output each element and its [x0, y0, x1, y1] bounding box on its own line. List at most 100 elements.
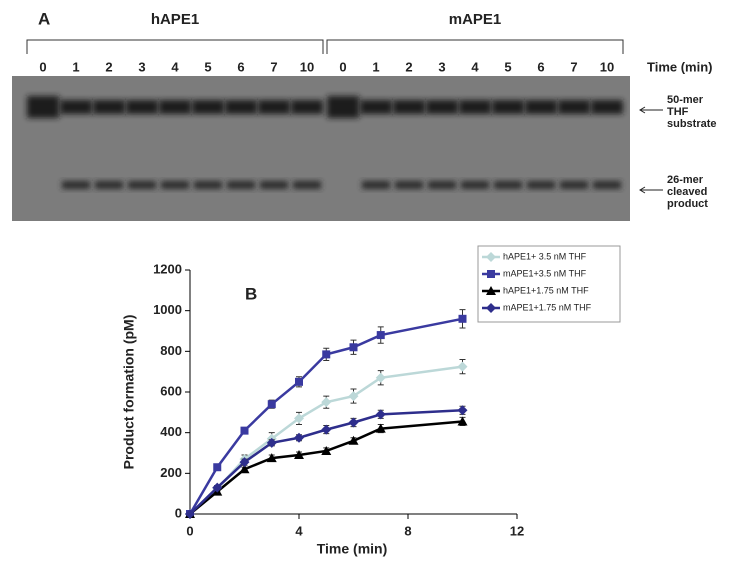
data-point [240, 426, 249, 435]
legend-marker [487, 270, 495, 278]
data-point [266, 453, 277, 463]
x-axis-label: Time (min) [317, 541, 388, 557]
substrate-band [258, 100, 290, 114]
product-band [260, 181, 288, 189]
y-tick-label: 800 [160, 343, 182, 358]
product-band [428, 181, 456, 189]
data-point [322, 350, 331, 359]
data-point [348, 391, 359, 402]
lane-label: 6 [537, 59, 544, 74]
lane-label: 4 [171, 59, 179, 74]
lane-label: 7 [270, 59, 277, 74]
data-point [321, 424, 332, 435]
substrate-band [492, 100, 524, 114]
data-point [213, 463, 222, 472]
data-point [375, 409, 386, 420]
product-band [62, 181, 90, 189]
substrate-band [525, 100, 557, 114]
substrate-band [360, 100, 392, 114]
bracket [326, 39, 624, 54]
substrate-band [225, 100, 257, 114]
x-tick-label: 4 [295, 523, 303, 538]
product-band [395, 181, 423, 189]
lane-label: 2 [405, 59, 412, 74]
substrate-band [27, 96, 59, 118]
data-point [376, 331, 385, 340]
band-annotation: 50-mer [667, 94, 704, 106]
legend-marker [486, 303, 496, 313]
legend-label: hAPE1+ 3.5 nM THF [503, 251, 587, 261]
arrowhead [639, 186, 646, 194]
lane-label: 5 [204, 59, 211, 74]
data-point [294, 413, 304, 424]
data-point [294, 432, 304, 443]
legend [477, 245, 621, 323]
group-label: mAPE1 [449, 11, 502, 28]
data-point [348, 417, 359, 428]
data-point [294, 450, 304, 460]
substrate-band [291, 100, 323, 114]
data-point [349, 343, 358, 352]
data-point [212, 482, 223, 493]
substrate-band [393, 100, 425, 114]
band-annotation: 26-mer [667, 174, 704, 186]
panel-label: A [38, 9, 50, 28]
x-tick-label: 0 [186, 523, 193, 538]
lane-label: 0 [39, 59, 46, 74]
substrate-band [60, 100, 92, 114]
substrate-band [558, 100, 590, 114]
legend-label: mAPE1+3.5 nM THF [503, 268, 587, 278]
data-point [295, 377, 303, 386]
data-point [457, 416, 468, 426]
substrate-band [327, 96, 359, 118]
product-band [593, 181, 621, 189]
y-tick-label: 1000 [153, 302, 182, 317]
substrate-band [459, 100, 491, 114]
data-point [321, 397, 332, 408]
lane-label: 3 [438, 59, 445, 74]
data-point [375, 423, 386, 433]
lane-label: 0 [339, 59, 346, 74]
product-band [527, 181, 555, 189]
product-band [227, 181, 255, 189]
lane-label: 10 [600, 59, 614, 74]
data-point [239, 464, 250, 474]
lane-label: 5 [504, 59, 511, 74]
data-point [321, 445, 332, 455]
data-point [185, 509, 195, 519]
lane-label: 3 [138, 59, 145, 74]
product-band [293, 181, 321, 189]
product-band [161, 181, 189, 189]
legend-label: hAPE1+1.75 nM THF [503, 285, 589, 295]
x-tick-label: 8 [404, 523, 411, 538]
y-tick-label: 200 [160, 465, 182, 480]
product-band [194, 181, 222, 189]
substrate-band [426, 100, 458, 114]
y-tick-label: 1200 [153, 261, 182, 276]
data-point [457, 361, 468, 372]
bracket [26, 39, 324, 54]
gel [12, 76, 630, 221]
data-point [266, 437, 277, 448]
data-point [458, 314, 467, 323]
lane-label: 10 [300, 59, 314, 74]
lane-label: 1 [72, 59, 79, 74]
substrate-band [192, 100, 224, 114]
legend-marker [486, 286, 496, 295]
product-band [95, 181, 123, 189]
product-band [494, 181, 522, 189]
product-band [362, 181, 390, 189]
substrate-band [93, 100, 125, 114]
data-point [348, 435, 359, 445]
data-point [267, 400, 276, 409]
panel-label: B [245, 284, 257, 303]
lane-label: 1 [372, 59, 379, 74]
x-tick-label: 12 [510, 523, 524, 538]
band-annotation: THF [667, 106, 689, 118]
series-line [189, 420, 463, 515]
y-axis-label: Product formation (pM) [121, 315, 137, 470]
band-annotation: cleaved [667, 186, 707, 198]
y-tick-label: 0 [175, 505, 182, 520]
substrate-band [126, 100, 158, 114]
